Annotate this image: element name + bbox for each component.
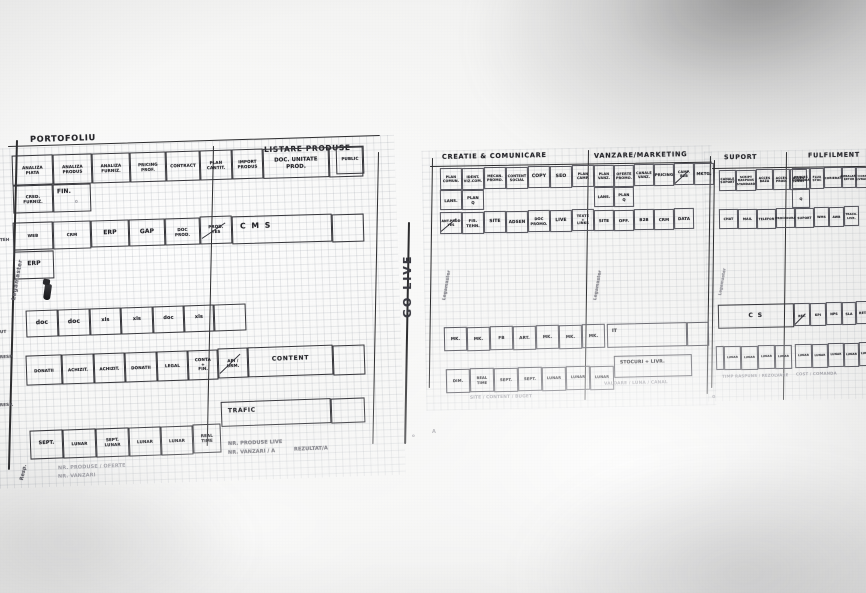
corner-shadow-bottom-right (516, 453, 866, 593)
corner-shadow-bottom-left (0, 453, 250, 593)
